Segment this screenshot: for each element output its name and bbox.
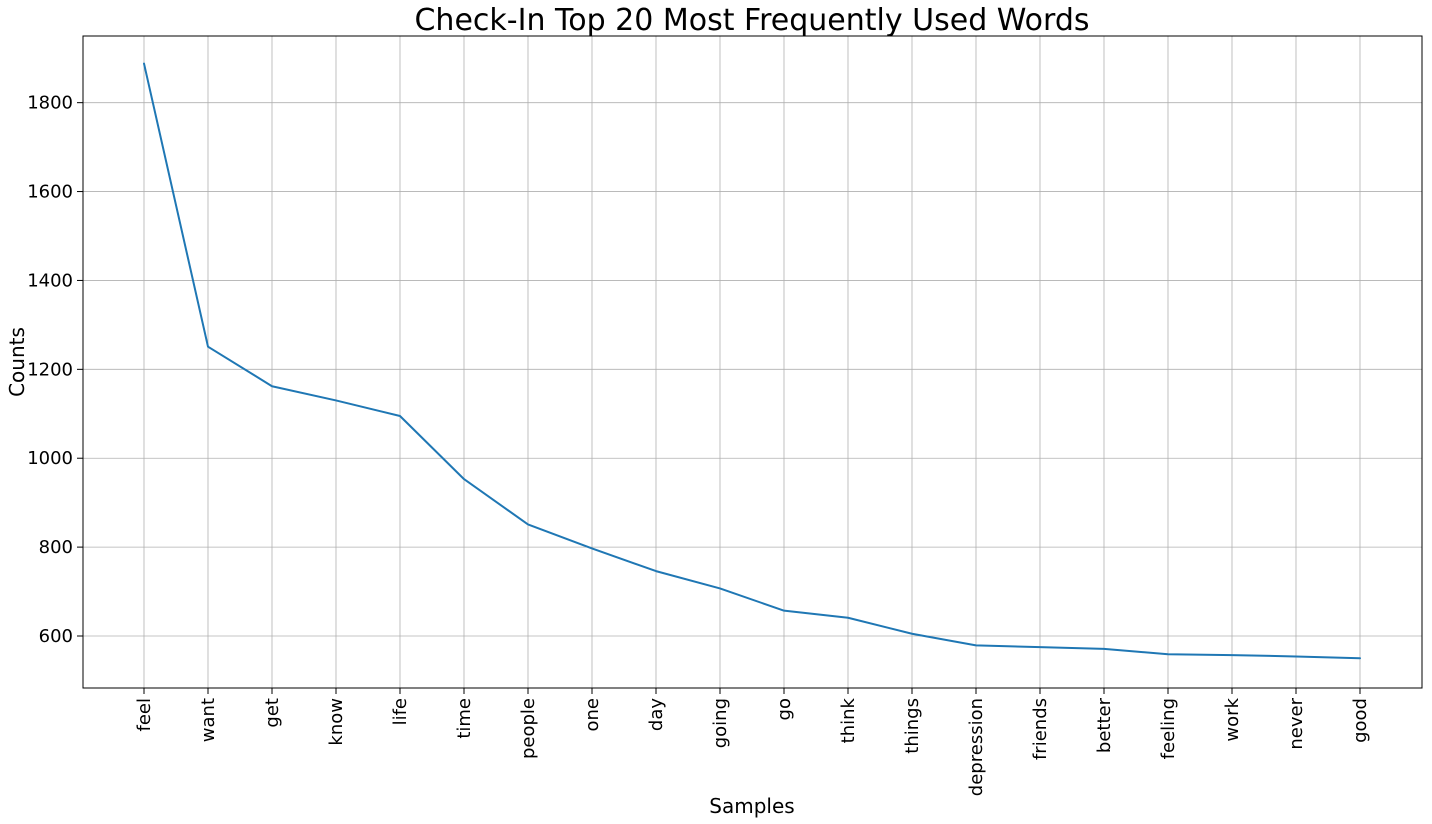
x-tick-label: better xyxy=(1094,697,1115,753)
x-tick-label: know xyxy=(326,698,347,746)
x-tick-label: depression xyxy=(966,698,987,796)
y-axis-label: Counts xyxy=(5,327,29,397)
y-tick-label: 1000 xyxy=(27,448,73,469)
x-tick-label: time xyxy=(454,698,475,739)
plot-frame xyxy=(82,35,1423,689)
x-tick-label: think xyxy=(838,697,859,743)
x-tick-label: one xyxy=(582,698,603,732)
x-tick-label: day xyxy=(646,698,667,731)
y-tick-label: 1200 xyxy=(27,359,73,380)
y-axis: 600 800 1000 1200 1400 1600 1800 xyxy=(27,93,83,647)
x-tick-label: get xyxy=(262,698,283,728)
x-tick-label: feel xyxy=(134,698,155,732)
chart-title: Check-In Top 20 Most Frequently Used Wor… xyxy=(414,3,1089,38)
x-tick-label: good xyxy=(1350,698,1371,743)
x-tick-label: things xyxy=(902,698,923,754)
x-axis: feel want get know life time people one day going… xyxy=(134,688,1371,796)
y-tick-label: 1600 xyxy=(27,182,73,203)
x-tick-label: going xyxy=(710,698,731,748)
x-tick-label: friends xyxy=(1030,698,1051,760)
x-tick-label: go xyxy=(774,698,795,720)
x-axis-label: Samples xyxy=(709,794,794,818)
x-tick-label: people xyxy=(518,698,539,759)
x-tick-label: work xyxy=(1222,697,1243,741)
y-tick-label: 1800 xyxy=(27,93,73,114)
x-tick-label: life xyxy=(390,698,411,725)
y-tick-label: 1400 xyxy=(27,270,73,291)
y-tick-label: 600 xyxy=(39,626,73,647)
grid xyxy=(83,36,1422,688)
x-tick-label: want xyxy=(198,698,219,742)
y-tick-label: 800 xyxy=(39,537,73,558)
x-tick-label: feeling xyxy=(1158,698,1179,759)
series-line xyxy=(143,62,1361,660)
x-tick-label: never xyxy=(1286,697,1307,749)
